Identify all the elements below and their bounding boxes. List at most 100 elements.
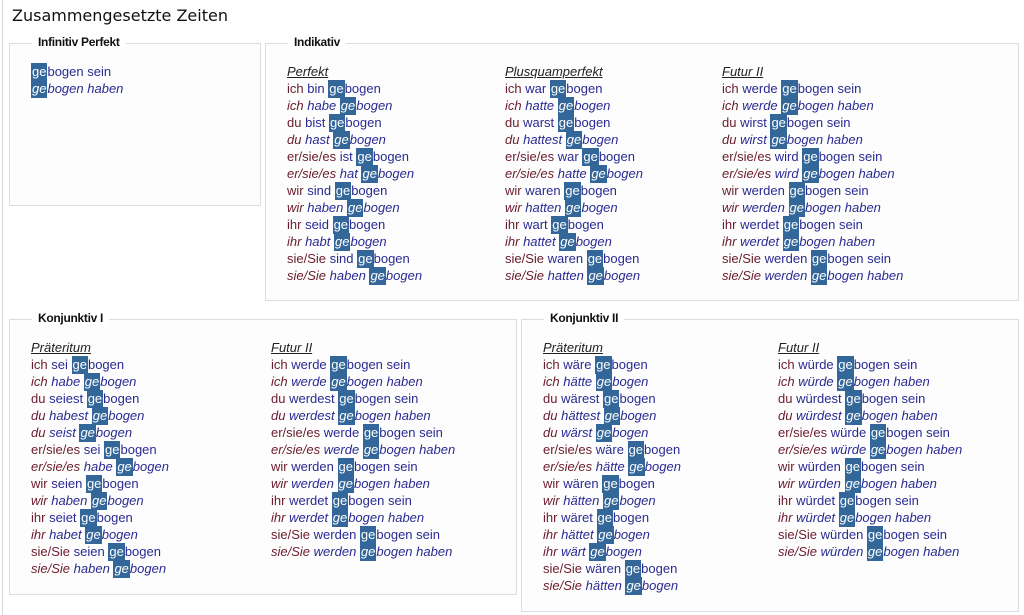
conjugation-row: du bist gebogen — [287, 114, 422, 132]
auxiliary-verb: werden — [313, 527, 357, 542]
pronoun: ich — [543, 357, 560, 372]
participle-stem: bogen — [886, 425, 923, 440]
conjugation-row: ich würde gebogen haben — [778, 373, 962, 391]
conjugation-row: sie/Sie werden gebogen sein — [722, 250, 903, 268]
auxiliary-verb: werdet — [740, 234, 780, 249]
prefix-highlight: ge — [869, 424, 887, 442]
prefix-highlight: ge — [71, 356, 88, 374]
pronoun: ich — [778, 374, 795, 389]
participle-stem: bogen — [799, 234, 836, 249]
participle-stem: bogen — [348, 510, 385, 525]
prefix-highlight: ge — [85, 526, 102, 544]
prefix-highlight: ge — [564, 182, 581, 200]
participle-stem: bogen — [102, 476, 139, 491]
conjugation-row: er/sie/es hätte gebogen — [543, 458, 681, 476]
auxiliary-verb: warst — [523, 115, 555, 130]
prefix-highlight: ge — [357, 250, 374, 268]
conjugation-row: sie/Sie werden gebogen haben — [271, 543, 455, 561]
auxiliary-verb: würde — [798, 374, 834, 389]
prefix-highlight: ge — [788, 199, 805, 217]
participle-stem: bogen — [376, 544, 413, 559]
conjugation-row: sie/Sie werden gebogen haben — [722, 267, 903, 285]
prefix-highlight: ge — [369, 267, 386, 285]
participle-stem: bogen — [619, 493, 656, 508]
auxiliary-verb: würden — [798, 459, 841, 474]
tense-heading: Perfekt — [287, 64, 329, 79]
auxiliary-verb: würdet — [796, 510, 836, 525]
prefix-highlight: ge — [782, 216, 800, 234]
conjugation-row: du wirst gebogen haben — [722, 131, 903, 149]
participle-stem: bogen — [354, 391, 391, 406]
participle-stem: bogen — [363, 200, 400, 215]
auxiliary-verb: wärt — [561, 544, 586, 559]
conjugation-row: ihr seiet gebogen — [31, 509, 169, 527]
auxiliary-verb: wären — [563, 476, 599, 491]
section-legend: Konjunktiv II — [544, 311, 625, 325]
infinitive-auxiliary: sein — [923, 527, 948, 542]
prefix-highlight: ge — [549, 80, 567, 98]
auxiliary-verb: hättest — [561, 408, 601, 423]
conjugation-row: er/sie/es hatte gebogen — [505, 165, 643, 183]
participle-stem: bogen — [804, 183, 842, 198]
pronoun: er/sie/es — [505, 166, 555, 181]
pronoun: sie/Sie — [722, 251, 762, 266]
pronoun: wir — [778, 459, 795, 474]
pronoun: wir — [722, 200, 739, 215]
participle-stem: bogen — [100, 374, 137, 389]
prefix-highlight: ge — [590, 165, 607, 183]
auxiliary-verb: werdet — [289, 510, 329, 525]
conjugation-row: gebogen haben — [31, 80, 123, 98]
auxiliary-verb: bist — [305, 115, 326, 130]
conjugation-row: er/sie/es werde gebogen haben — [271, 441, 455, 459]
conjugation-row: wir würden gebogen haben — [778, 475, 962, 493]
pronoun: er/sie/es — [31, 442, 81, 457]
prefix-highlight: ge — [838, 492, 856, 510]
participle-stem: bogen — [603, 268, 641, 283]
participle-stem: bogen — [344, 81, 381, 96]
participle-stem: bogen — [351, 183, 388, 198]
prefix-highlight: ge — [551, 216, 568, 234]
participle-stem: bogen — [372, 149, 410, 164]
auxiliary-verb: waren — [525, 183, 561, 198]
prefix-highlight: ge — [628, 458, 645, 476]
pronoun: er/sie/es — [778, 425, 828, 440]
prefix-highlight: ge — [83, 373, 101, 391]
participle-stem: bogen — [582, 132, 619, 147]
auxiliary-verb: sind — [307, 183, 332, 198]
section-infinitiv-perfekt: Infinitiv Perfekt gebogen sein gebogen ha… — [9, 35, 261, 206]
participle-stem: bogen — [883, 544, 920, 559]
prefix-highlight: ge — [866, 526, 884, 544]
tense-heading: Futur II — [722, 64, 764, 79]
conjugation-row: ich war gebogen — [505, 80, 643, 98]
participle-stem: bogen — [612, 510, 650, 525]
prefix-highlight: ge — [586, 250, 604, 268]
auxiliary-verb: wirst — [740, 115, 767, 130]
pronoun: sie/Sie — [543, 578, 583, 593]
participle-stem: bogen — [860, 476, 898, 491]
prefix-highlight: ge — [582, 148, 599, 166]
participle-stem: bogen — [855, 510, 892, 525]
prefix-highlight: ge — [595, 356, 612, 374]
auxiliary-verb: haben — [307, 200, 344, 215]
auxiliary-verb: hatte — [557, 166, 587, 181]
conjugation-row: ich hatte gebogen — [505, 97, 643, 115]
conjugation-row: ich werde gebogen haben — [722, 97, 903, 115]
participle-stem: bogen — [861, 391, 898, 406]
conjugation-row: sie/Sie werden gebogen sein — [271, 526, 455, 544]
participle-stem: bogen — [818, 149, 855, 164]
auxiliary-verb: werden — [764, 251, 808, 266]
prefix-highlight: ge — [845, 407, 862, 425]
pronoun: ihr — [778, 510, 793, 525]
pronoun: ich — [287, 81, 304, 96]
auxiliary-verb: werdet — [289, 493, 329, 508]
prefix-highlight: ge — [31, 80, 48, 98]
prefix-highlight: ge — [31, 63, 48, 81]
auxiliary-verb: hätten — [585, 578, 622, 593]
conjugation-row: ihr werdet gebogen sein — [722, 216, 903, 234]
participle-stem: bogen — [641, 578, 679, 593]
prefix-highlight: ge — [770, 114, 787, 132]
infinitive-auxiliary: haben — [923, 544, 960, 559]
auxiliary-verb: wärest — [561, 391, 600, 406]
infinitive-auxiliary: haben — [858, 166, 895, 181]
prefix-highlight: ge — [331, 492, 349, 510]
